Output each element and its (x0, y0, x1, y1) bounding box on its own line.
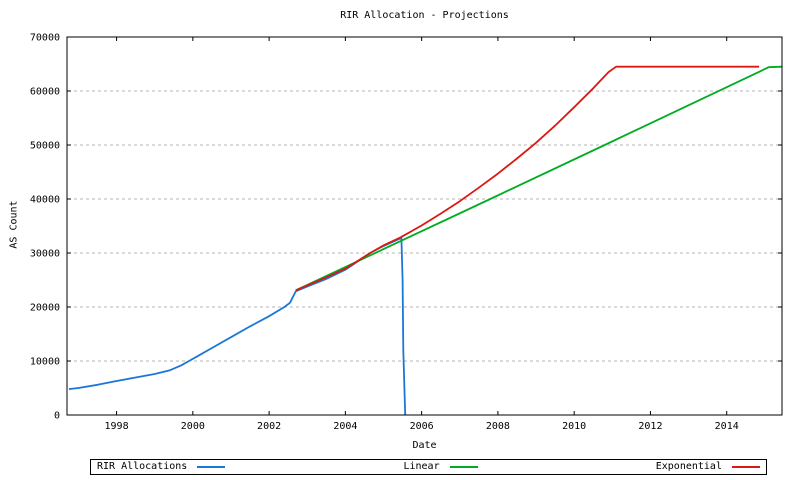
x-tick-label: 2014 (715, 421, 739, 432)
y-tick-label: 40000 (30, 195, 60, 206)
x-axis-title: Date (412, 440, 437, 451)
legend: RIR Allocations Linear Exponential (90, 459, 767, 475)
y-tick-label: 70000 (30, 33, 60, 44)
chart-title: RIR Allocation - Projections (340, 10, 509, 21)
legend-entry-linear: Linear (403, 460, 478, 474)
series-line-linear (295, 65, 782, 292)
series-line-rir-allocations (68, 236, 407, 416)
legend-line-sample-exponential (731, 466, 760, 468)
plot-area: 1998 2000 2002 2004 2006 2008 2010 2012 2014 0 100… (30, 33, 783, 432)
legend-entry-rir-allocations: RIR Allocations (97, 460, 226, 474)
y-tick-label: 0 (54, 411, 60, 422)
y-tick-label: 30000 (30, 249, 60, 260)
series-line-exponential (295, 65, 760, 292)
legend-label-linear: Linear (403, 461, 440, 472)
legend-label-rir-allocations: RIR Allocations (97, 461, 188, 472)
x-tick-label: 2004 (333, 421, 357, 432)
y-tick-label: 60000 (30, 87, 60, 98)
x-tick-label: 2006 (410, 421, 434, 432)
y-tick-label: 20000 (30, 303, 60, 314)
x-tick-label: 2010 (562, 421, 586, 432)
x-tick-label: 2012 (638, 421, 662, 432)
x-tick-label: 2002 (257, 421, 281, 432)
x-tick-label: 2008 (486, 421, 510, 432)
x-tick-label: 1998 (105, 421, 129, 432)
legend-line-sample-linear (449, 466, 478, 468)
legend-line-sample-rir-allocations (197, 466, 226, 468)
y-tick-label: 10000 (30, 357, 60, 368)
legend-label-exponential: Exponential (655, 461, 722, 472)
plot-border (66, 36, 783, 416)
x-tick-label: 2000 (181, 421, 205, 432)
legend-entry-exponential: Exponential (656, 460, 760, 474)
y-tick-label: 50000 (30, 141, 60, 152)
